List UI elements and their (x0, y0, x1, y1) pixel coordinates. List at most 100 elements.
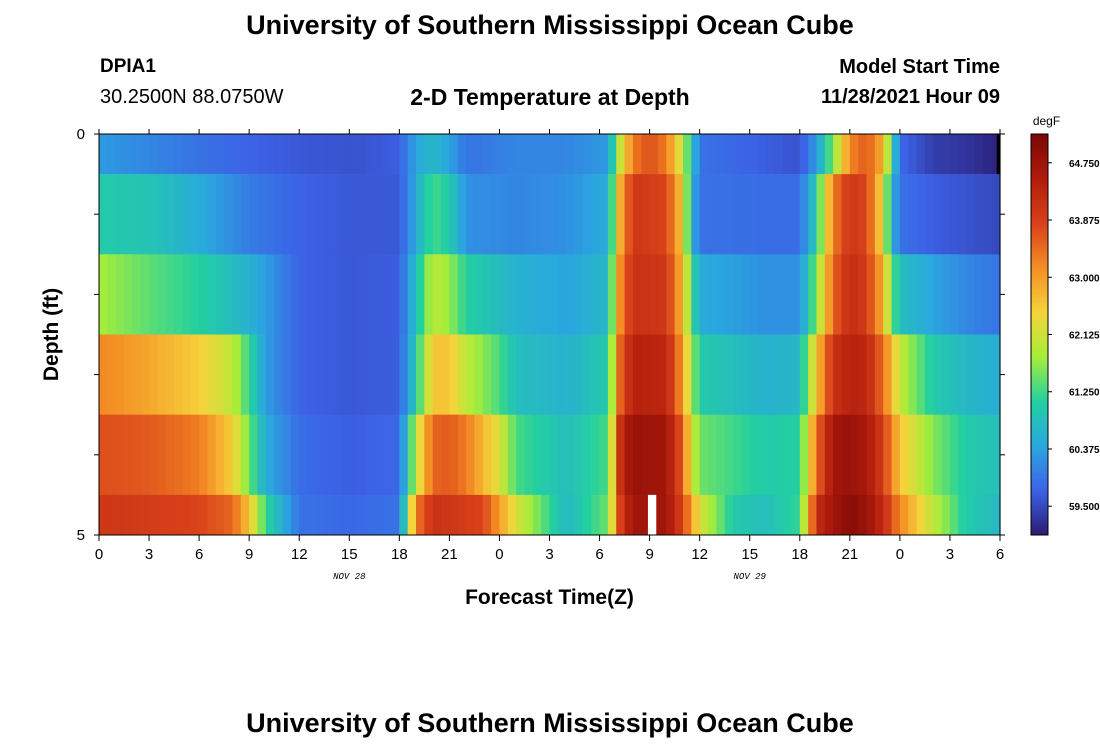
heatmap-cell (616, 494, 626, 536)
heatmap-cell (616, 254, 626, 335)
heatmap-cell (274, 254, 284, 335)
heatmap-cell (682, 414, 692, 496)
heatmap-cell (290, 494, 300, 536)
heatmap-cell (616, 414, 626, 496)
heatmap-cell (224, 334, 234, 415)
heatmap-cell (791, 134, 801, 175)
heatmap-cell (332, 334, 342, 415)
second-plot-title: University of Southern Mississippi Ocean… (246, 708, 854, 738)
heatmap-cell (115, 414, 125, 496)
colorbar: 64.750 63.875 63.000 62.125 61.250 60.375 59.5… (1030, 114, 1100, 536)
heatmap-cell (499, 494, 509, 536)
heatmap-cell (774, 334, 784, 415)
heatmap-cell (390, 134, 400, 175)
heatmap-cell (424, 134, 434, 175)
heatmap-cell (416, 334, 425, 415)
heatmap-cell (883, 174, 893, 255)
heatmap-cell (866, 254, 876, 335)
heatmap-cell (407, 134, 417, 175)
heatmap-cell (524, 174, 534, 255)
heatmap-cell (240, 494, 250, 536)
heatmap-cell (966, 134, 976, 175)
heatmap-cell (165, 414, 175, 496)
heatmap-cell (841, 174, 851, 255)
heatmap-cell (174, 254, 184, 335)
heatmap-cell (741, 494, 751, 536)
heatmap-cell (816, 134, 826, 175)
heatmap-cell (340, 174, 350, 255)
heatmap-cell (449, 134, 459, 175)
heatmap-cell (582, 254, 592, 335)
heatmap-cell (674, 494, 684, 536)
heatmap-cell (591, 254, 601, 335)
heatmap-cell (791, 334, 801, 415)
heatmap-cell (582, 334, 592, 415)
heatmap-cell (132, 254, 142, 335)
x-tick-label: 6 (996, 546, 1004, 563)
heatmap-cell (741, 414, 751, 496)
heatmap-cell (165, 174, 175, 255)
heatmap-cell (974, 494, 984, 536)
heatmap-cell (766, 334, 776, 415)
heatmap-cell (724, 494, 734, 536)
heatmap-cell (466, 254, 476, 335)
heatmap-cell (699, 174, 709, 255)
heatmap-cell (441, 334, 450, 415)
heatmap-cell (708, 414, 717, 496)
heatmap-cell (524, 414, 534, 496)
heatmap-cell (491, 174, 501, 255)
heatmap-cell (474, 254, 484, 335)
heatmap-cell (991, 174, 1001, 255)
heatmap-cell (357, 134, 367, 175)
heatmap-cell (424, 334, 434, 415)
heatmap-cell (949, 414, 959, 496)
heatmap-cell (99, 254, 108, 335)
heatmap-cell (249, 174, 259, 255)
heatmap-cell (115, 494, 125, 536)
heatmap-cell (224, 174, 234, 255)
heatmap-cell (641, 494, 651, 536)
heatmap-cell (541, 414, 551, 496)
heatmap-cell (808, 174, 818, 255)
heatmap-cell (699, 254, 709, 335)
heatmap-cell (190, 134, 200, 175)
heatmap-cell (424, 414, 434, 496)
heatmap-cell (716, 414, 726, 496)
heatmap-cell (199, 174, 209, 255)
heatmap-cell (365, 134, 375, 175)
heatmap-cell (983, 414, 993, 496)
heatmap-cell (908, 174, 918, 255)
heatmap-cell (691, 334, 701, 415)
heatmap-cell (708, 134, 717, 175)
heatmap-cell (716, 254, 726, 335)
heatmap-cell (833, 134, 843, 175)
main-title: University of Southern Mississippi Ocean… (246, 10, 854, 40)
heatmap-cell (416, 414, 425, 496)
heatmap-cell (933, 174, 943, 255)
heatmap-cell (274, 174, 284, 255)
heatmap-cell (824, 494, 834, 536)
date-label: NOV 29 (734, 572, 767, 582)
heatmap-cell (491, 254, 501, 335)
heatmap-cell (624, 174, 634, 255)
heatmap-cell (174, 134, 184, 175)
heatmap-cell (666, 174, 676, 255)
heatmap-cell (299, 254, 309, 335)
heatmap-cell (566, 334, 576, 415)
heatmap-cell (607, 174, 617, 255)
heatmap-cell (190, 174, 200, 255)
heatmap-cell (516, 174, 526, 255)
heatmap-cell (816, 494, 826, 536)
heatmap-cell (824, 174, 834, 255)
missing-data-cell (996, 134, 1000, 175)
heatmap-cell (215, 174, 225, 255)
x-axis-label: Forecast Time(Z) (465, 586, 634, 609)
heatmap-cell (841, 254, 851, 335)
heatmap-cell (265, 334, 275, 415)
heatmap-cell (741, 134, 751, 175)
heatmap-cell (733, 254, 742, 335)
heatmap-cell (833, 334, 843, 415)
heatmap-cell (407, 494, 417, 536)
heatmap-cell (916, 414, 926, 496)
heatmap-cell (441, 254, 450, 335)
